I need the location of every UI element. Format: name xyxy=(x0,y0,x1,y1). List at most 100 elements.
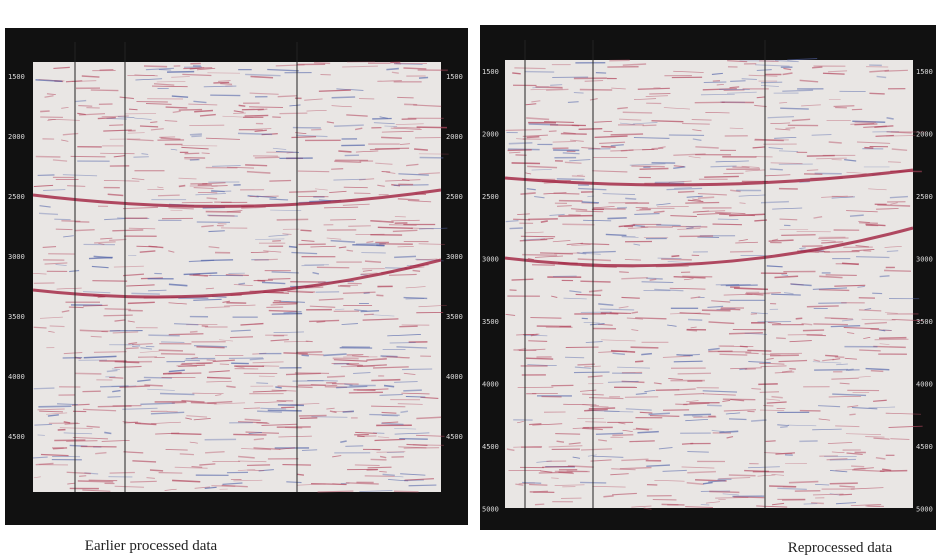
reflector xyxy=(685,418,709,422)
reflector xyxy=(764,174,791,177)
reflector xyxy=(237,132,273,136)
reflector xyxy=(267,278,291,280)
depth-label: 3500 xyxy=(482,318,499,326)
reflector xyxy=(168,333,204,336)
reflector xyxy=(93,255,113,259)
reflector xyxy=(204,274,212,277)
reflector xyxy=(342,65,378,68)
reflector xyxy=(379,116,388,119)
reflector xyxy=(729,213,765,217)
reflector xyxy=(774,371,795,374)
reflector xyxy=(139,350,160,353)
reflector xyxy=(889,195,908,199)
reflector xyxy=(723,294,753,296)
reflector xyxy=(584,408,608,412)
reflector xyxy=(702,481,713,485)
reflector xyxy=(682,122,710,125)
reflector xyxy=(254,129,267,133)
reflector xyxy=(334,160,362,164)
reflector xyxy=(122,407,158,410)
reflector xyxy=(532,423,563,426)
reflector xyxy=(364,260,382,264)
reflector xyxy=(818,418,831,421)
reflector xyxy=(150,411,185,415)
reflector xyxy=(617,106,628,110)
reflector xyxy=(379,455,387,459)
reflector xyxy=(696,212,731,215)
reflector xyxy=(524,172,532,175)
reflector xyxy=(331,105,352,108)
reflector xyxy=(244,114,269,117)
reflector xyxy=(299,417,318,420)
reflector xyxy=(885,135,916,137)
reflector xyxy=(563,297,587,300)
reflector xyxy=(705,112,730,114)
reflector xyxy=(806,305,839,308)
reflector xyxy=(822,358,835,362)
reflector xyxy=(516,138,526,140)
reflector xyxy=(622,429,633,432)
reflector xyxy=(103,314,133,317)
reflector xyxy=(758,383,778,386)
reflector xyxy=(592,206,615,209)
reflector xyxy=(193,100,207,104)
reflector xyxy=(677,372,712,375)
reflector xyxy=(35,462,54,466)
reflector xyxy=(289,190,317,193)
reflector xyxy=(728,474,756,477)
reflector xyxy=(755,64,790,67)
reflector xyxy=(572,456,581,459)
reflector xyxy=(256,422,270,424)
reflector xyxy=(241,448,272,451)
reflector xyxy=(156,81,186,83)
reflector xyxy=(733,496,765,499)
reflector xyxy=(864,321,887,325)
reflector xyxy=(33,476,41,479)
reflector xyxy=(83,355,117,359)
reflector xyxy=(766,357,774,361)
reflector xyxy=(707,305,724,309)
reflector xyxy=(197,191,218,194)
reflector xyxy=(663,409,690,412)
reflector xyxy=(688,156,701,159)
reflector xyxy=(766,398,781,401)
reflector xyxy=(832,393,867,397)
reflector xyxy=(357,435,365,438)
reflector xyxy=(65,80,83,83)
reflector xyxy=(827,70,848,73)
reflector xyxy=(249,358,264,361)
reflector xyxy=(600,312,619,315)
reflector xyxy=(863,249,872,252)
reflector xyxy=(107,396,121,398)
reflector xyxy=(824,316,853,320)
reflector xyxy=(611,468,636,471)
reflector xyxy=(725,412,741,415)
reflector xyxy=(648,412,670,416)
reflector xyxy=(254,258,278,261)
reflector xyxy=(413,104,442,107)
reflector xyxy=(756,505,788,508)
reflector xyxy=(621,296,640,299)
reflector xyxy=(273,331,304,334)
reflector xyxy=(819,275,843,279)
reflector xyxy=(194,486,211,489)
reflector xyxy=(517,213,530,215)
reflector xyxy=(670,215,697,217)
reflector xyxy=(607,380,639,383)
reflector xyxy=(326,407,335,410)
reflector xyxy=(137,379,151,382)
reflector xyxy=(525,231,544,234)
reflector xyxy=(756,69,772,71)
reflector xyxy=(756,96,766,99)
reflector xyxy=(525,357,554,360)
reflector xyxy=(150,128,164,131)
reflector xyxy=(523,238,546,241)
reflector xyxy=(667,324,677,327)
reflector xyxy=(63,351,83,355)
reflector xyxy=(399,325,418,328)
reflector xyxy=(69,269,80,273)
reflector xyxy=(528,340,548,342)
reflector xyxy=(212,359,235,363)
reflector xyxy=(283,352,308,355)
reflector xyxy=(123,421,139,424)
